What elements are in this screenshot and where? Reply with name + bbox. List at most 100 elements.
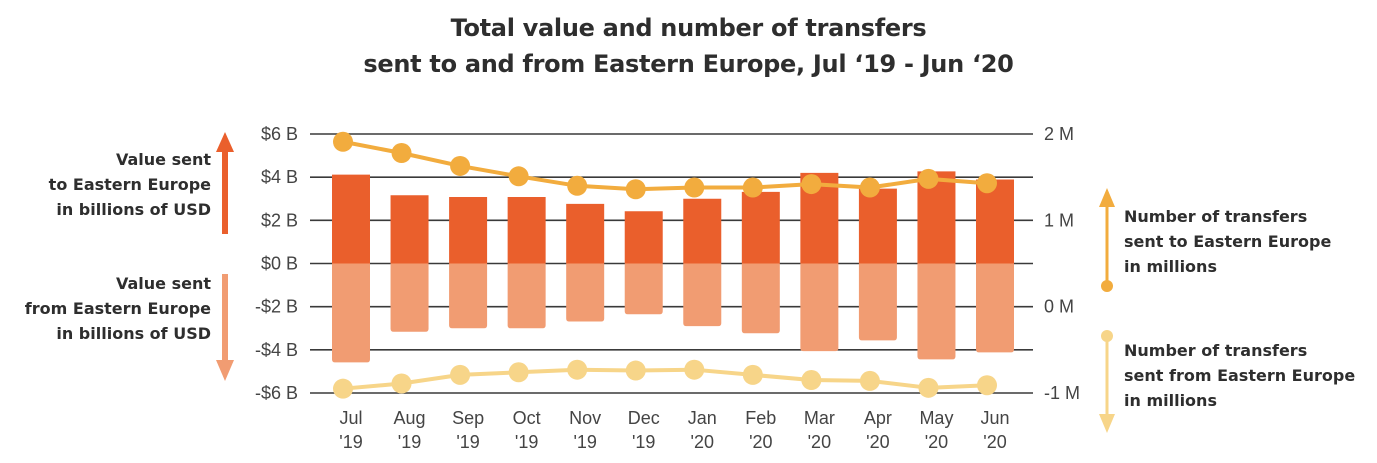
arrow-down-icon-head (216, 360, 234, 381)
marker-transfers-from (450, 364, 471, 385)
marker-transfers-to (859, 177, 880, 198)
marker-transfers-to (391, 142, 412, 163)
marker-transfers-to (918, 168, 939, 189)
annotation-transfers-to: in millions (1124, 257, 1217, 276)
x-tick-year: '20 (866, 432, 889, 452)
chart-title-line-1: Total value and number of transfers (450, 14, 927, 42)
arrow-down-icon-head (1099, 414, 1115, 433)
marker-transfers-from (859, 370, 880, 391)
arrow-up-icon (1105, 204, 1109, 286)
marker-transfers-from (333, 378, 353, 399)
annotation-value-sent-from: in billions of USD (56, 324, 211, 343)
x-tick-month: Feb (745, 408, 776, 428)
bar-sent-from (332, 263, 370, 363)
arrow-down-icon (222, 274, 228, 362)
annotation-transfers-from: in millions (1124, 391, 1217, 410)
marker-transfers-to (625, 179, 646, 200)
arrow-down-icon (1105, 336, 1109, 418)
lines (333, 131, 997, 399)
bar-sent-to (624, 211, 663, 264)
annotation-value-sent-to: Value sent (116, 150, 211, 169)
x-tick-year: '20 (808, 432, 831, 452)
annotation-transfers-from: Number of transfers (1124, 341, 1307, 360)
line-transfers-from (342, 367, 988, 391)
bar-sent-to (566, 203, 605, 264)
annotation-transfers-to: Number of transfers (1124, 207, 1307, 226)
left-tick-label: $0 B (261, 254, 298, 274)
bar-sent-from (858, 263, 897, 341)
x-tick-month: Oct (513, 408, 541, 428)
x-tick-month: Jul (339, 408, 362, 428)
bar-sent-to (917, 171, 956, 264)
annotation-transfers-from: sent from Eastern Europe (1124, 366, 1355, 385)
marker-transfers-from (742, 364, 763, 385)
marker-transfers-to (567, 175, 588, 196)
left-axis-ticks: $6 B $4 B $2 B $0 B -$2 B -$4 B -$6 B (255, 124, 298, 403)
right-tick-label: 1 M (1044, 210, 1074, 230)
bar-sent-from (624, 263, 663, 315)
bar-sent-to (741, 191, 780, 264)
annotation-value-sent-to: in billions of USD (56, 200, 211, 219)
bar-sent-to (390, 195, 429, 264)
bar-sent-to (976, 179, 1014, 264)
bar-sent-from (390, 263, 429, 332)
right-tick-label: 0 M (1044, 297, 1074, 317)
annotation-value-sent-from: Value sent (116, 274, 211, 293)
x-axis-ticks: Jul '19 Aug '19 Sep '19 Oct '19 Nov '19 Dec '19 Jan '… (339, 408, 1009, 452)
annotation-transfers-to: sent to Eastern Europe (1124, 232, 1331, 251)
x-tick-year: '19 (398, 432, 421, 452)
bar-sent-to (507, 197, 546, 264)
marker-transfers-from (801, 370, 822, 391)
marker-transfers-from (391, 373, 412, 394)
bar-sent-from (800, 263, 839, 352)
arrow-origin-dot (1101, 280, 1113, 292)
arrow-up-icon (222, 150, 228, 234)
x-tick-month: Sep (452, 408, 484, 428)
x-tick-month: Dec (628, 408, 660, 428)
right-axis-ticks: 2 M 1 M 0 M -1 M (1044, 124, 1080, 403)
marker-transfers-from (977, 375, 997, 396)
marker-transfers-to (742, 177, 763, 198)
arrow-up-icon-head (216, 132, 234, 152)
bar-sent-from (449, 263, 488, 329)
left-tick-label: -$2 B (255, 297, 298, 317)
left-tick-label: -$4 B (255, 340, 298, 360)
bar-sent-to (683, 198, 722, 264)
marker-transfers-from (918, 377, 939, 398)
x-tick-year: '19 (339, 432, 362, 452)
annotations: Value sent to Eastern Europe in billions o… (25, 132, 1355, 433)
gridlines (310, 133, 1033, 394)
left-tick-label: $4 B (261, 167, 298, 187)
x-tick-year: '19 (515, 432, 538, 452)
marker-transfers-from (567, 359, 588, 380)
x-tick-month: Aug (394, 408, 426, 428)
x-tick-year: '19 (573, 432, 596, 452)
marker-transfers-to (684, 177, 705, 198)
x-tick-year: '20 (983, 432, 1006, 452)
bar-sent-to (449, 197, 488, 264)
annotation-value-sent-from: from Eastern Europe (25, 299, 211, 318)
marker-transfers-from (625, 360, 646, 381)
x-tick-year: '20 (691, 432, 714, 452)
marker-transfers-to (333, 131, 353, 152)
marker-transfers-to (508, 166, 529, 187)
left-tick-label: $6 B (261, 124, 298, 144)
x-tick-year: '20 (925, 432, 948, 452)
marker-transfers-from (684, 359, 705, 380)
x-tick-month: Jun (980, 408, 1009, 428)
marker-transfers-to (977, 173, 997, 194)
x-tick-month: Jan (688, 408, 717, 428)
x-tick-month: May (919, 408, 953, 428)
left-tick-label: $2 B (261, 210, 298, 230)
arrow-up-icon-head (1099, 188, 1115, 207)
arrow-origin-dot (1101, 330, 1113, 342)
chart-title-line-2: sent to and from Eastern Europe, Jul ‘19… (363, 50, 1014, 78)
x-tick-month: Nov (569, 408, 601, 428)
x-tick-month: Mar (804, 408, 835, 428)
marker-transfers-from (508, 362, 529, 383)
right-tick-label: -1 M (1044, 383, 1080, 403)
marker-transfers-to (450, 155, 471, 176)
bars (332, 171, 1014, 363)
x-tick-year: '19 (456, 432, 479, 452)
